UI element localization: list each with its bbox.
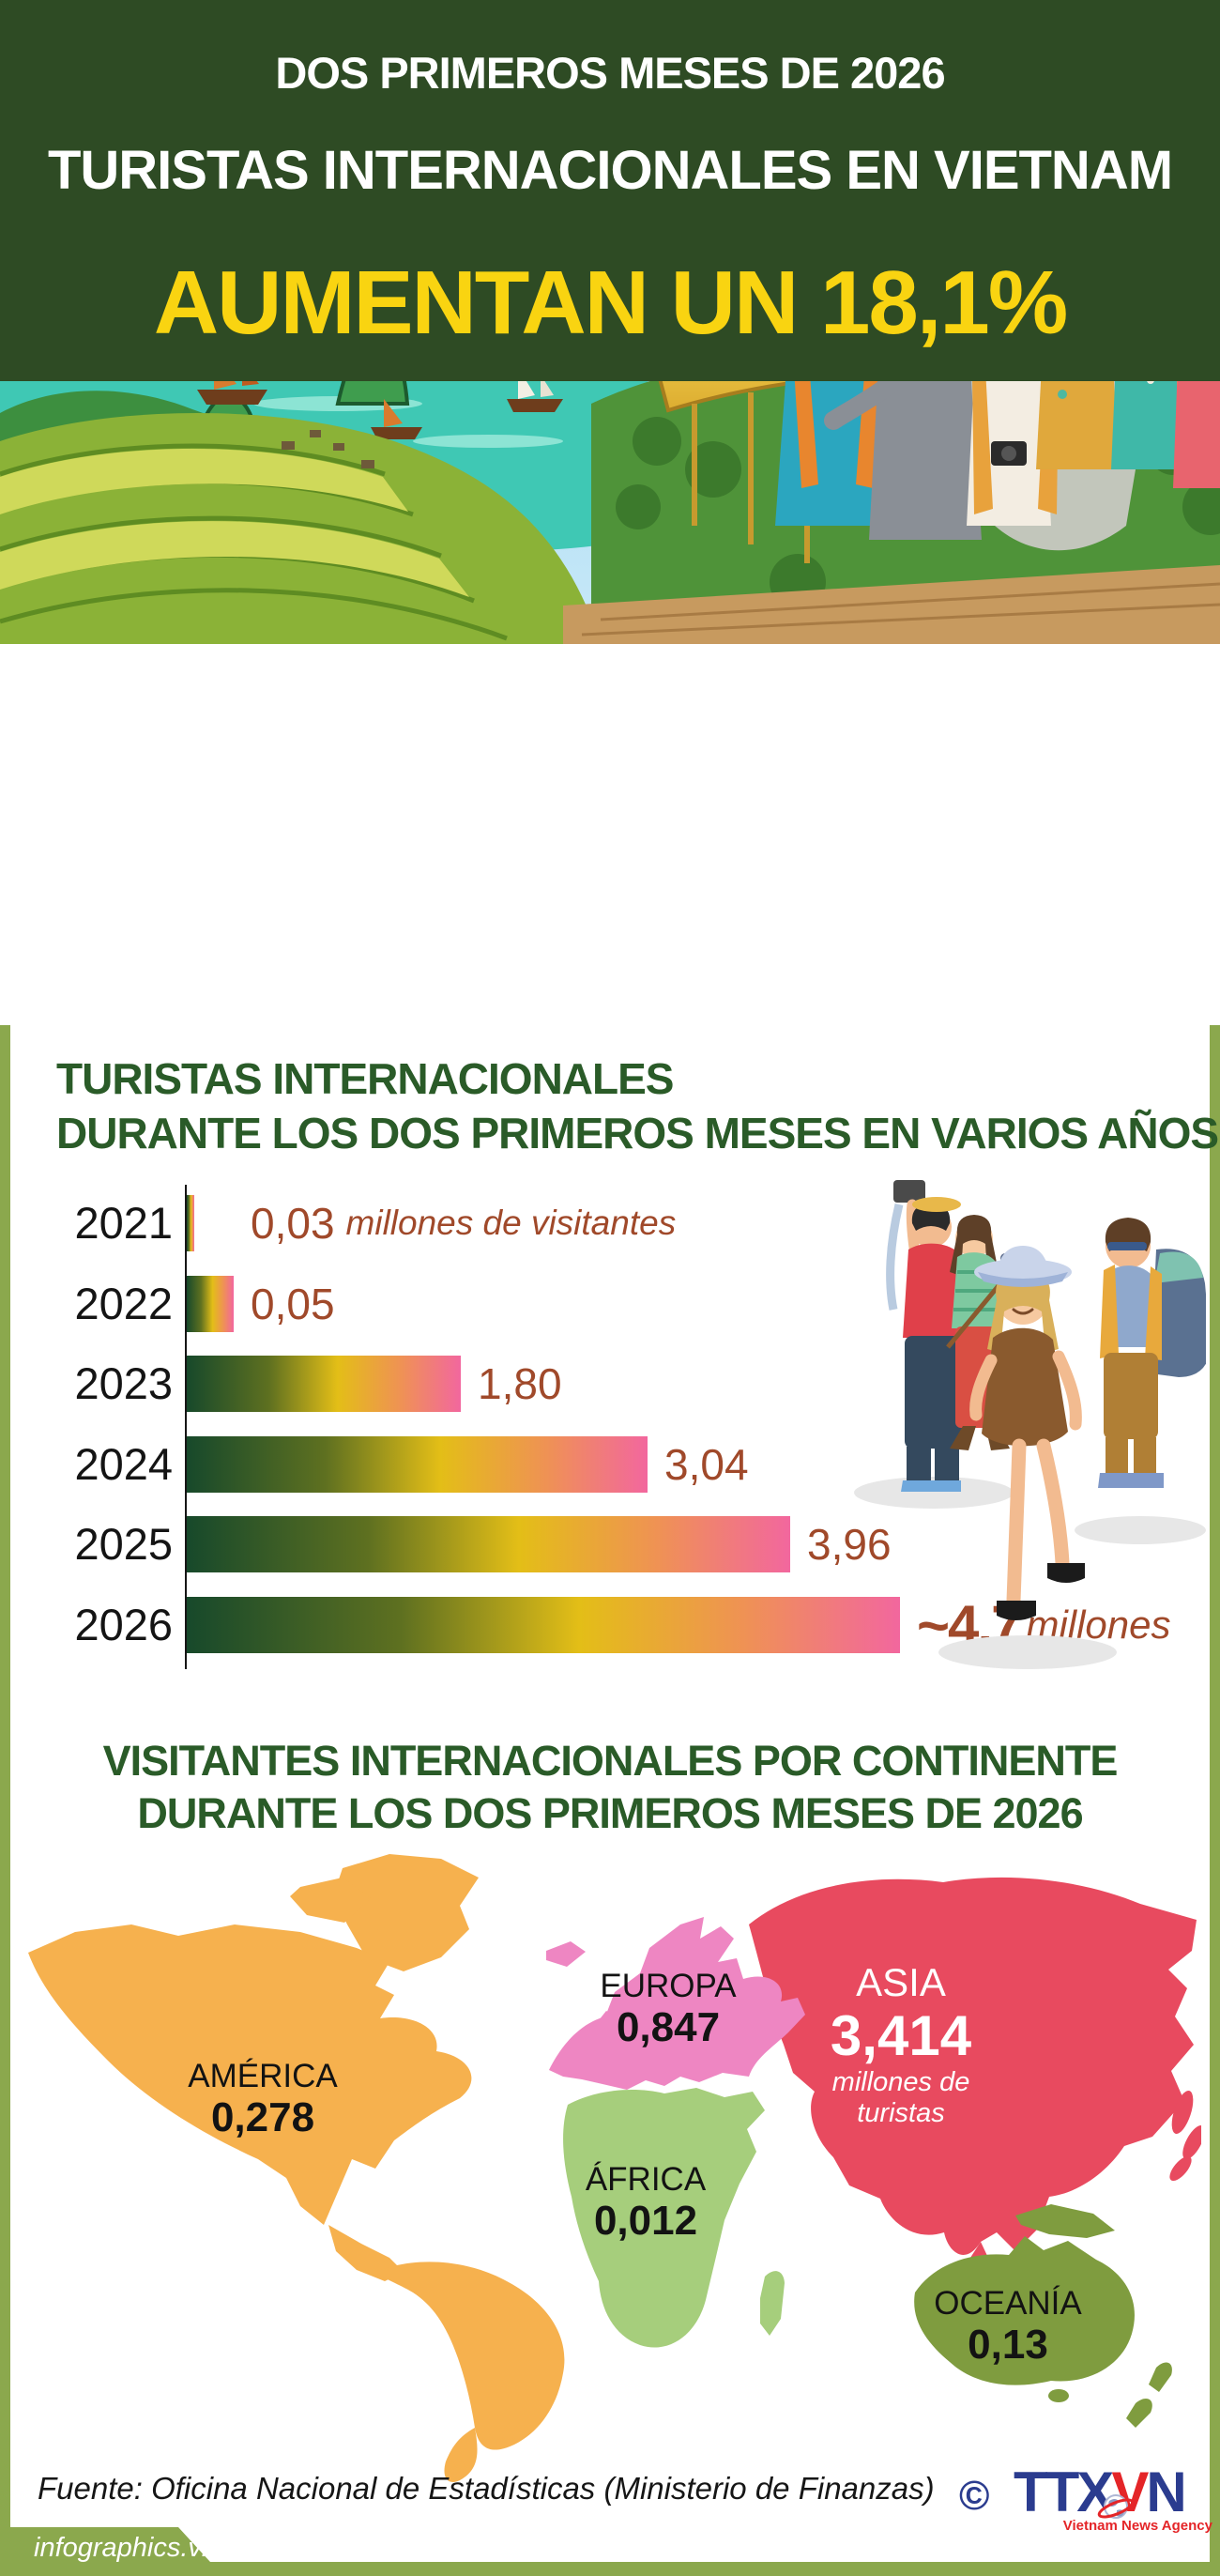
copyright-icon: © (959, 2473, 990, 2519)
band-title: TURISTAS INTERNACIONALES EN VIETNAM (47, 140, 1173, 201)
logo-subtitle: Vietnam News Agency (1062, 2518, 1212, 2534)
source-note: Fuente: Oficina Nacional de Estadísticas… (38, 2471, 935, 2506)
map-label-áfrica: ÁFRICA 0,012 (585, 2161, 707, 2245)
bar-chart: 2021 0,03 millones de visitantes 2022 0,05 20… (0, 1185, 1220, 1673)
bar-value-label: 0,05 (251, 1280, 335, 1328)
bar-chart-title-line2: DURANTE LOS DOS PRIMEROS MESES EN VARIOS… (56, 1109, 1219, 1158)
bar-year-label: 2025 (74, 1519, 173, 1569)
rice-terraces (0, 413, 601, 644)
bar-2026 (187, 1597, 900, 1653)
wooden-deck (563, 565, 1220, 644)
map-label-asia: ASIA 3,414 millones de turistas (830, 1960, 972, 2128)
world-map (28, 1854, 1201, 2482)
bar-year-label: 2026 (74, 1600, 173, 1649)
bar-year-label: 2022 (74, 1279, 173, 1328)
bar-year-label: 2023 (74, 1358, 173, 1408)
bar-chart-axis (185, 1185, 187, 1669)
globe-icon (1097, 2494, 1135, 2519)
bar-year-label: 2024 (74, 1439, 173, 1489)
continent-africa (563, 2088, 785, 2348)
bar-2022 (187, 1276, 234, 1332)
continent-america (28, 1854, 565, 2482)
map-label-europa: EUROPA 0,847 (600, 1968, 737, 2051)
map-label-oceanía: OCEANÍA 0,13 (934, 2285, 1082, 2369)
bar-2024 (187, 1436, 648, 1493)
site-link[interactable]: infographics.vn (34, 2533, 218, 2563)
right-border (1210, 1025, 1220, 2576)
tourists-walking-illustration (854, 1180, 1206, 1669)
map-title-line2: DURANTE LOS DOS PRIMEROS MESES DE 2026 (137, 1789, 1083, 1837)
walking-hat-woman (969, 1246, 1085, 1620)
band-subtitle: DOS PRIMEROS MESES DE 2026 (275, 48, 945, 98)
backpacker-man (1098, 1218, 1206, 1488)
bar-value-label: 0,03 millones de visitantes (251, 1199, 677, 1248)
ttxvn-logo[interactable]: © TTXVN Vietnam News Agency (959, 2460, 1212, 2540)
bar-value-label: 3,04 (664, 1440, 749, 1489)
bar-year-label: 2021 (74, 1198, 173, 1248)
continent-oceania (914, 2204, 1172, 2428)
ttxvn-letters: TTXVN (1014, 2461, 1187, 2523)
bar-2021 (187, 1195, 194, 1251)
title-band: DOS PRIMEROS MESES DE 2026 TURISTAS INTE… (0, 0, 1220, 381)
bar-2023 (187, 1356, 461, 1412)
left-border (0, 1025, 10, 2576)
map-label-américa: AMÉRICA 0,278 (188, 2058, 338, 2141)
continent-europe (546, 1917, 805, 2090)
bar-2025 (187, 1516, 790, 1572)
bar-value-label: 3,96 (807, 1520, 892, 1569)
band-highlight: AUMENTAN UN 18,1% (153, 253, 1068, 353)
bar-chart-title-line1: TURISTAS INTERNACIONALES (56, 1054, 674, 1103)
map-title-line1: VISITANTES INTERNACIONALES POR CONTINENT… (102, 1737, 1119, 1785)
bar-value-label: 1,80 (478, 1359, 562, 1408)
